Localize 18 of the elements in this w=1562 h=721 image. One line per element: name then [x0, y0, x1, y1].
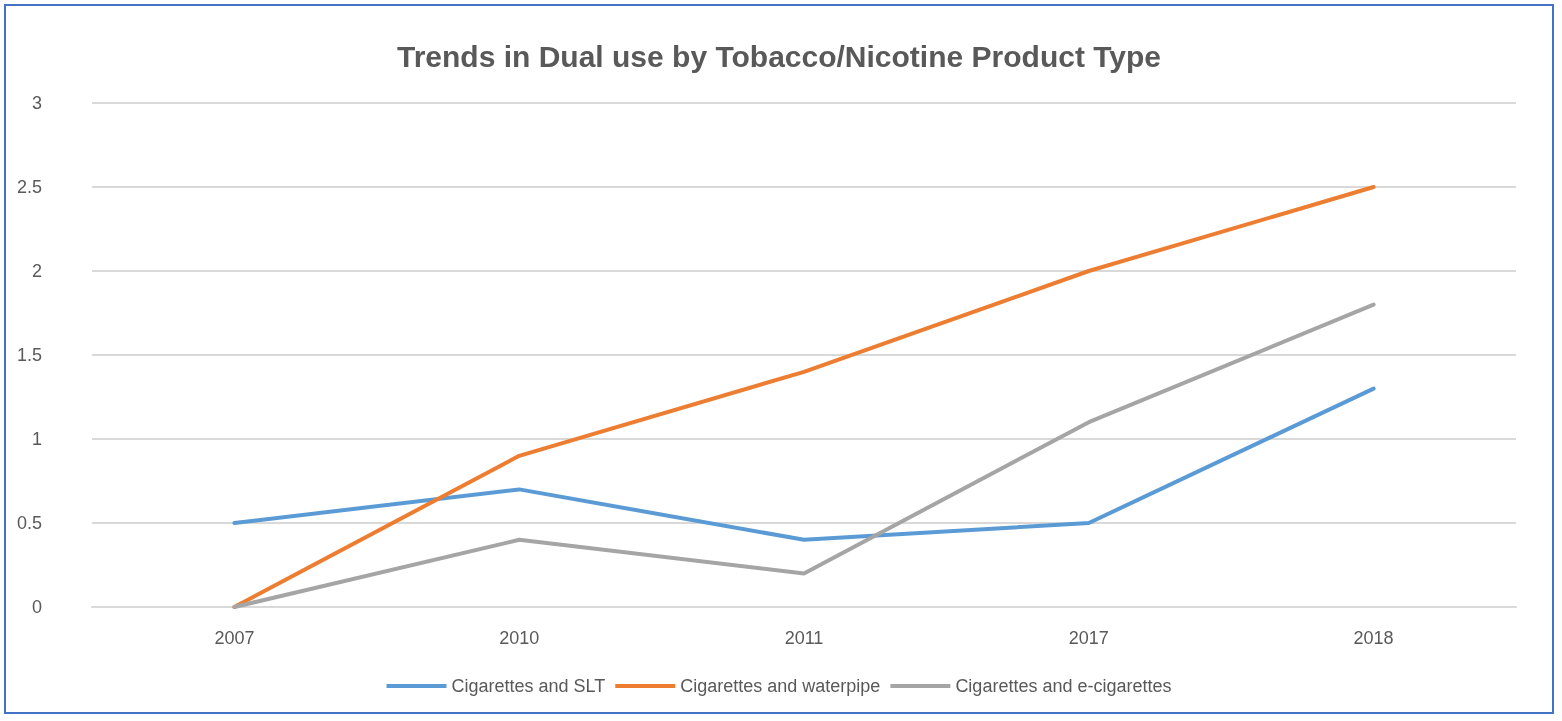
y-tick-label: 1.5	[16, 345, 42, 365]
x-tick-label: 2018	[1353, 628, 1394, 648]
legend-label: Cigarettes and e-cigarettes	[955, 676, 1172, 696]
y-tick-label: 2.5	[16, 177, 42, 197]
line-series	[232, 386, 1376, 542]
line-series	[232, 302, 1376, 609]
legend-label: Cigarettes and SLT	[451, 676, 606, 696]
chart-title: Trends in Dual use by Tobacco/Nicotine Product Type	[396, 39, 1162, 73]
y-tick-label: 2	[31, 261, 42, 281]
y-tick-label: 3	[31, 93, 42, 113]
x-tick-label: 2007	[214, 628, 255, 648]
y-tick-label: 1	[31, 429, 42, 449]
x-tick-label: 2011	[784, 628, 824, 648]
y-tick-label: 0.5	[16, 513, 42, 533]
y-tick-label: 0	[31, 597, 42, 617]
x-tick-label: 2010	[499, 628, 540, 648]
x-tick-label: 2017	[1068, 628, 1109, 648]
legend-label: Cigarettes and waterpipe	[680, 676, 881, 696]
